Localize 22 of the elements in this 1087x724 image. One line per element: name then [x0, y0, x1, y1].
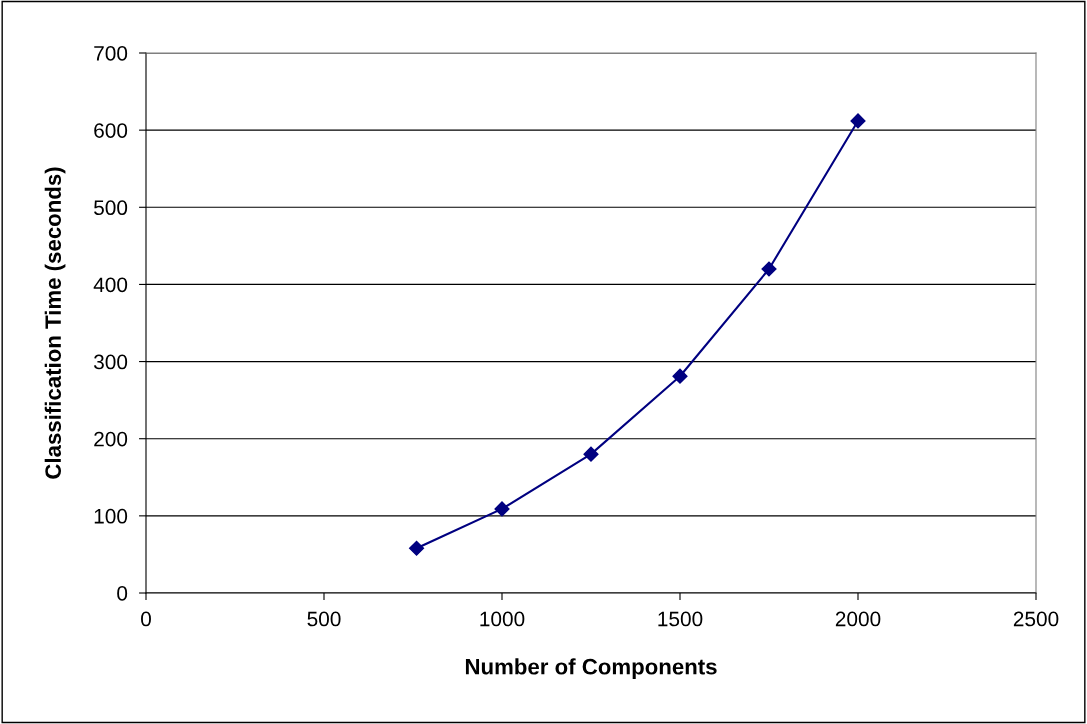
- y-axis-title: Classification Time (seconds): [44, 167, 66, 479]
- y-tick-label: 700: [94, 46, 128, 61]
- y-tick-label: 200: [94, 431, 128, 447]
- point: [850, 113, 866, 129]
- y-tick-label: 0: [117, 586, 128, 601]
- y-tick-label: 400: [93, 277, 128, 293]
- x-tick-label: 2500: [1013, 611, 1059, 627]
- point: [408, 540, 425, 556]
- y-tick-label: 500: [94, 200, 128, 216]
- y-tick-label: 300: [93, 354, 128, 370]
- point: [494, 501, 510, 517]
- x-axis-title: Number of Components: [465, 658, 717, 679]
- y-tick-label: 600: [94, 123, 128, 138]
- point: [761, 261, 777, 277]
- x-tick-label: 1000: [480, 611, 525, 627]
- x-tick-label: 1500: [658, 611, 703, 627]
- x-tick-label: 2000: [835, 611, 881, 627]
- x-tick-label: 500: [307, 611, 341, 627]
- x-tick-label: 0: [141, 611, 151, 627]
- point: [672, 368, 688, 384]
- y-tick-label: 100: [94, 508, 128, 524]
- point: [583, 446, 599, 462]
